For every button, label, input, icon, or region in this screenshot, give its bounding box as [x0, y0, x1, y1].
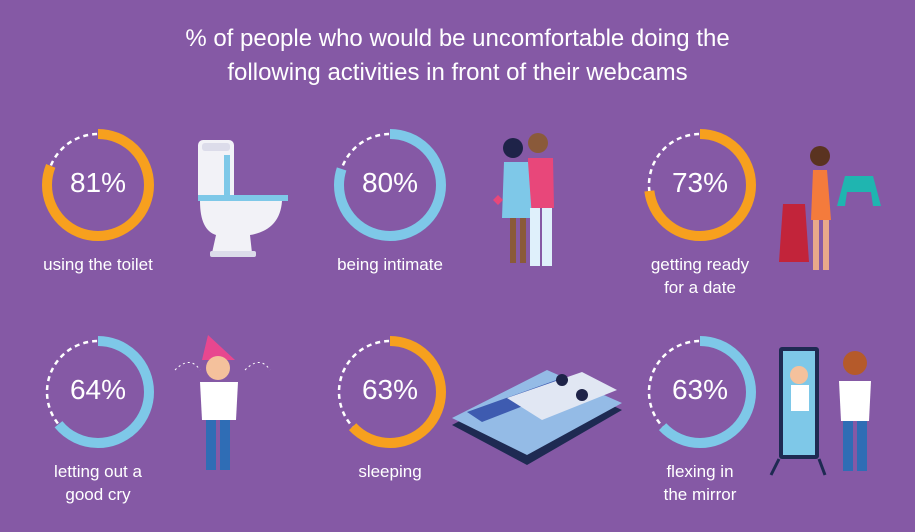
activity-label-line: good cry	[65, 485, 131, 504]
activity-label: flexing in the mirror	[610, 460, 790, 506]
mirror-flexing-illustration	[769, 347, 871, 476]
donut-value-arc	[42, 336, 154, 448]
chart-title: % of people who would be uncomfortable d…	[0, 22, 915, 90]
crying-girl-illustration	[174, 335, 271, 470]
donut-value-arc	[334, 129, 446, 241]
percent-label: 63%	[361, 374, 419, 405]
activity-label: letting out a good cry	[8, 460, 188, 506]
percent-label: 64%	[69, 374, 127, 405]
stat-item: 63% sleeping	[300, 332, 480, 532]
donut-ring	[42, 129, 154, 241]
activity-label: sleeping	[300, 460, 480, 483]
stat-item: 81% using the toilet	[8, 125, 188, 325]
donut-value-arc	[334, 336, 446, 448]
percent-label: 80%	[361, 167, 419, 198]
activity-label-line: letting out a	[54, 462, 142, 481]
activity-label-line: flexing in	[666, 462, 734, 481]
bed-illustration	[452, 370, 622, 465]
toilet-illustration	[198, 140, 288, 257]
donut-ring	[644, 129, 756, 241]
donut-value-arc	[644, 336, 756, 448]
woman-choosing-dress-illustration	[779, 146, 881, 270]
activity-label: using the toilet	[8, 253, 188, 276]
percent-label: 81%	[69, 167, 127, 198]
activity-label-line: for a date	[664, 278, 736, 297]
donut-ring	[42, 336, 154, 448]
donut-value-arc	[42, 129, 154, 241]
donut-ring	[644, 336, 756, 448]
donut-value-arc	[644, 129, 756, 241]
donut-ring	[334, 336, 446, 448]
title-line-1: % of people who would be uncomfortable d…	[185, 25, 730, 52]
donut-ring	[334, 129, 446, 241]
stat-item: 64% letting out a good cry	[8, 332, 188, 532]
stat-item: 80% being intimate	[300, 125, 480, 325]
percent-label: 73%	[671, 167, 729, 198]
stat-item: 73% getting ready for a date	[610, 125, 790, 325]
activity-label-line: using the toilet	[43, 255, 153, 274]
title-line-2: following activities in front of their w…	[227, 59, 688, 86]
percent-label: 63%	[671, 374, 729, 405]
activity-label-line: the mirror	[663, 485, 737, 504]
activity-label-line: sleeping	[358, 462, 422, 481]
activity-label: getting ready for a date	[610, 253, 790, 299]
couple-illustration	[493, 133, 554, 266]
activity-label: being intimate	[300, 253, 480, 276]
activity-label-line: being intimate	[337, 255, 443, 274]
stat-item: 63% flexing in the mirror	[610, 332, 790, 532]
activity-label-line: getting ready	[650, 255, 750, 274]
